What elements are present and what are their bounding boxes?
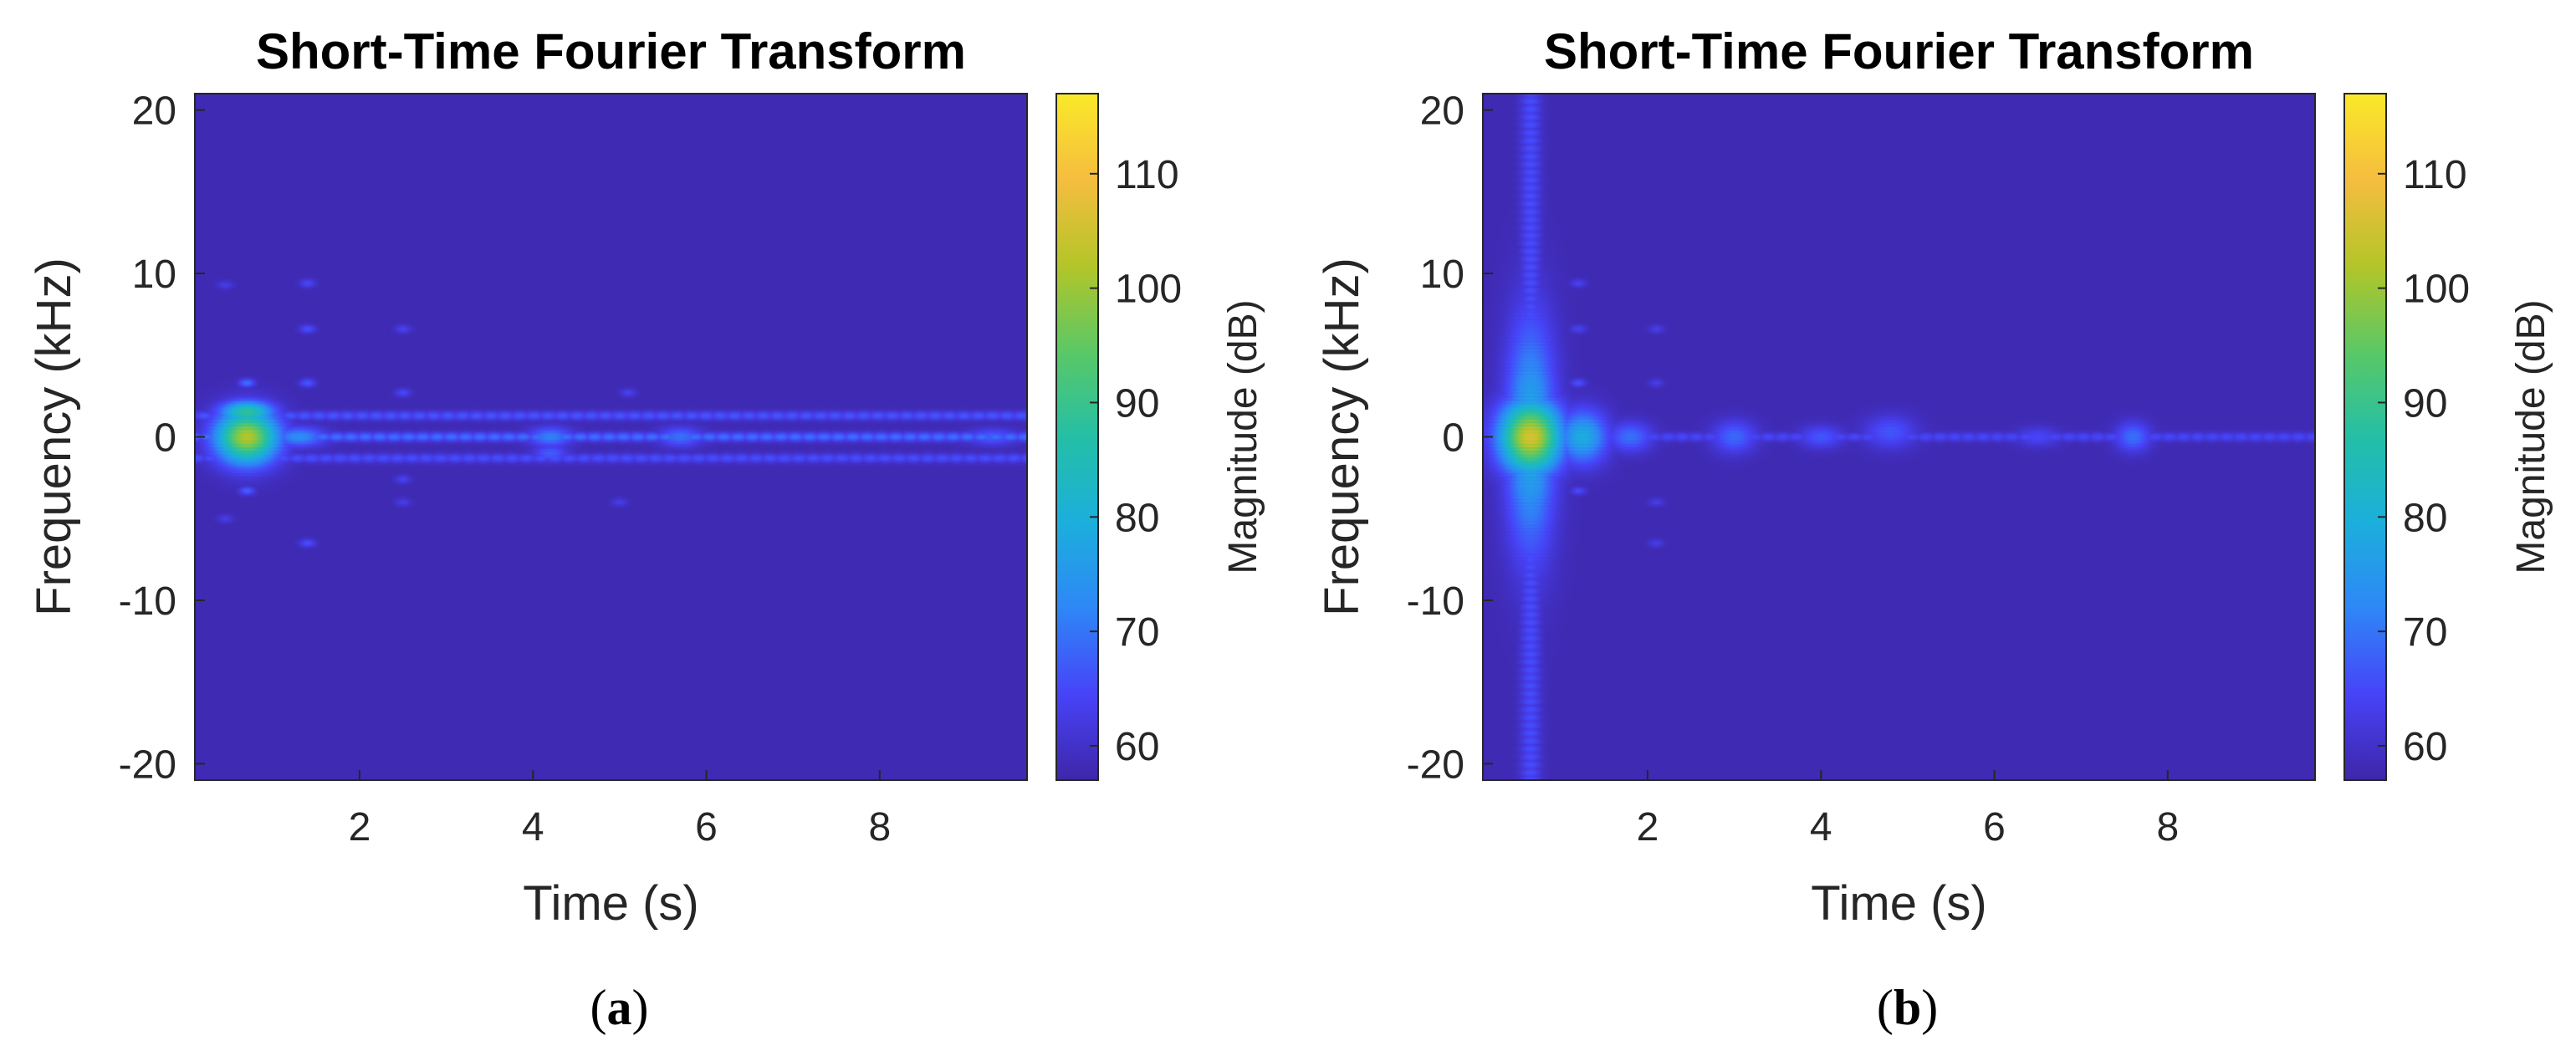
- colorbar-tick-label: 90: [2403, 381, 2447, 426]
- stft-panel-b: Short-Time Fourier Transform 2 4 6 8 -20 -10 0 1…: [1288, 0, 2576, 1046]
- colorbar-tick-label: 100: [1115, 268, 1182, 312]
- y-tick-label: 0: [1442, 416, 1464, 461]
- spectrogram-heatmap: [1483, 94, 2315, 780]
- colorbar-tick-label: 80: [1115, 496, 1159, 540]
- y-axis-label: Frequency (kHz): [1315, 258, 1369, 616]
- colorbar-label: Magnitude (dB): [2509, 299, 2553, 574]
- colorbar-label: Magnitude (dB): [1221, 299, 1265, 574]
- stft-panel-a: Short-Time Fourier Transform 2 4 6 8 -20 -10 0 1…: [27, 23, 1265, 1035]
- y-tick-label: -20: [1407, 742, 1464, 787]
- y-tick-label: 0: [154, 416, 176, 461]
- x-tick-label: 8: [868, 805, 891, 850]
- colorbar-tick-label: 60: [1115, 725, 1159, 769]
- x-tick-label: 4: [1810, 805, 1832, 850]
- colorbar-tick-label: 100: [2403, 268, 2470, 312]
- x-tick-label: 6: [1983, 805, 2006, 850]
- y-tick-label: 10: [1420, 253, 1464, 297]
- y-tick-label: -20: [119, 742, 176, 787]
- chart-title: Short-Time Fourier Transform: [256, 23, 966, 79]
- y-tick-label: 20: [132, 89, 176, 134]
- panel-caption: (b): [1877, 980, 1938, 1035]
- x-tick-label: 6: [695, 805, 718, 850]
- colorbar-tick-label: 70: [2403, 610, 2447, 655]
- colorbar-tick-label: 80: [2403, 496, 2447, 540]
- colorbar-tick-label: 110: [2403, 153, 2467, 197]
- panel-caption: (a): [590, 980, 649, 1035]
- colorbar-tick-label: 70: [1115, 610, 1159, 655]
- chart-title: Short-Time Fourier Transform: [1544, 23, 2254, 79]
- stft-chart-svg: Short-Time Fourier Transform 2 4 6 8 -20 -10 0 1…: [27, 23, 1265, 1035]
- colorbar-tick-label: 60: [2403, 725, 2447, 769]
- colorbar: [1055, 93, 1099, 781]
- colorbar: [2343, 93, 2387, 781]
- x-tick-label: 4: [522, 805, 544, 850]
- stft-chart-svg: Short-Time Fourier Transform 2 4 6 8 -20 -10 0 1…: [1315, 23, 2553, 1035]
- colorbar-tick-label: 110: [1115, 153, 1179, 197]
- spectrogram-heatmap: [195, 94, 1027, 780]
- colorbar-tick-label: 90: [1115, 381, 1159, 426]
- y-tick-label: -10: [1407, 579, 1464, 624]
- y-tick-label: -10: [119, 579, 176, 624]
- x-tick-label: 2: [349, 805, 371, 850]
- y-axis-label: Frequency (kHz): [27, 258, 81, 616]
- x-tick-label: 2: [1637, 805, 1659, 850]
- y-tick-label: 10: [132, 253, 176, 297]
- x-tick-label: 8: [2156, 805, 2179, 850]
- x-axis-label: Time (s): [523, 876, 698, 931]
- y-tick-label: 20: [1420, 89, 1464, 134]
- x-axis-label: Time (s): [1811, 876, 1986, 931]
